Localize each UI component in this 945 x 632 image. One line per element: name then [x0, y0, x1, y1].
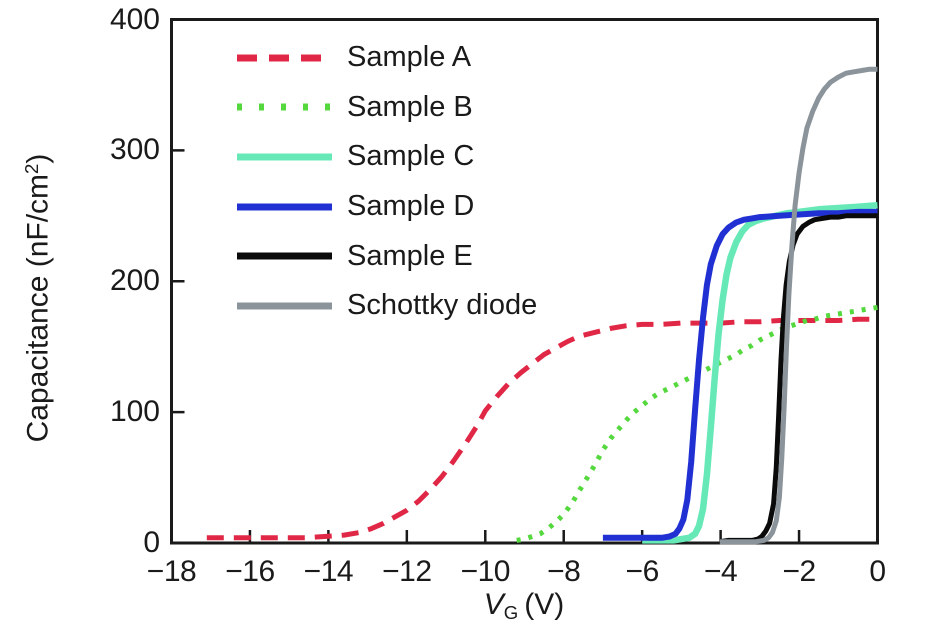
x-tick-label: −14 — [303, 555, 354, 588]
y-tick-label: 200 — [109, 264, 160, 298]
x-tick-label: −8 — [547, 555, 581, 588]
legend-label: Sample C — [347, 140, 475, 173]
curve-sample-c — [642, 202, 878, 544]
x-tick-label: −18 — [146, 555, 197, 588]
legend-label: Sample B — [347, 90, 473, 123]
x-axis-subscript: G — [503, 602, 519, 624]
x-axis-title: VG (V) — [414, 588, 634, 624]
y-tick-label: 300 — [109, 133, 160, 167]
y-tick-label: 400 — [109, 2, 160, 36]
curve-sample-a — [206, 316, 878, 541]
x-tick-label: −10 — [460, 555, 511, 588]
legend-label: Schottky diode — [347, 289, 538, 322]
legend-label: Sample A — [347, 41, 472, 74]
x-tick-label: −12 — [382, 555, 432, 588]
legend-item-schottky-diode: Schottky diode — [237, 281, 537, 331]
y-axis-title-text: Capacitance (nF/cm — [21, 173, 55, 443]
legend-swatch-solid-line — [237, 302, 332, 310]
y-tick-label: 100 — [109, 395, 160, 429]
curve-sample-e — [719, 213, 878, 545]
x-tick-label: −6 — [625, 555, 660, 588]
legend-label: Sample D — [347, 190, 475, 223]
legend-item-sample-c: Sample C — [237, 132, 537, 182]
x-tick-label: 0 — [869, 555, 886, 588]
legend-item-sample-a: Sample A — [237, 33, 537, 83]
x-axis-unit: (V) — [518, 588, 565, 621]
curve-sample-d — [602, 208, 878, 541]
legend-swatch-solid-line — [237, 252, 332, 260]
x-tick-label: −4 — [704, 555, 738, 588]
legend-label: Sample E — [347, 239, 473, 272]
y-axis-title: Capacitance (nF/cm2) — [21, 38, 61, 558]
x-tick-label: −2 — [782, 555, 816, 588]
y-axis-title-superscript: 2 — [21, 163, 42, 174]
curve-schottky-diode — [719, 66, 878, 545]
legend-swatch-solid-line — [237, 203, 332, 211]
legend-swatch-dashed-line — [237, 54, 332, 62]
legend-item-sample-b: Sample B — [237, 83, 537, 133]
plot-border — [170, 18, 879, 545]
y-axis-title-close: ) — [21, 153, 55, 164]
x-axis-variable: V — [483, 588, 504, 621]
legend: Sample A Sample B Sample C Sample D Sample E… — [237, 33, 537, 331]
legend-item-sample-e: Sample E — [237, 231, 537, 281]
legend-item-sample-d: Sample D — [237, 182, 537, 232]
legend-swatch-solid-line — [237, 153, 332, 161]
x-tick-label: −16 — [225, 555, 275, 588]
y-tick-label: 0 — [143, 526, 160, 559]
legend-swatch-dotted-line — [237, 103, 332, 111]
